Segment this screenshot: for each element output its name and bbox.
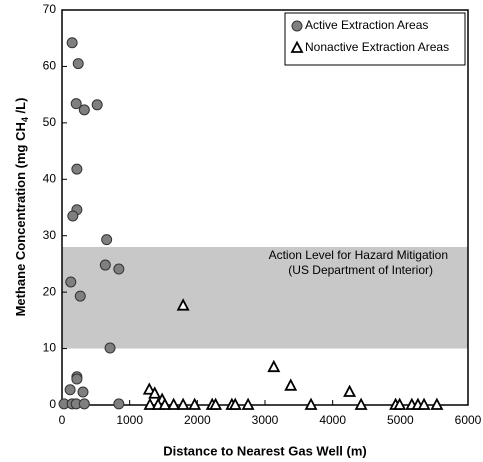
point (65, 276, 77, 288)
x-tick-label: 0 (59, 413, 66, 427)
point (167, 397, 181, 410)
point (74, 290, 86, 302)
point (101, 234, 113, 246)
point (70, 98, 82, 110)
point (78, 398, 90, 410)
y-tick-label: 30 (43, 228, 57, 242)
point (142, 382, 156, 395)
point (64, 384, 76, 396)
legend-label: Nonactive Extraction Areas (305, 40, 449, 54)
point (72, 58, 84, 70)
x-axis-label: Distance to Nearest Gas Well (m) (163, 443, 367, 458)
point (91, 99, 103, 111)
point (304, 397, 318, 410)
y-label-end: /L) (13, 98, 28, 118)
y-tick-label: 20 (43, 284, 57, 298)
y-tick-label: 40 (43, 171, 57, 185)
action-band (62, 247, 468, 349)
point (343, 384, 357, 397)
point (67, 210, 79, 222)
point (241, 397, 255, 410)
point (148, 386, 162, 399)
band-label: Action Level for Hazard Mitigation (269, 248, 448, 262)
legend-label: Active Extraction Areas (305, 18, 428, 32)
x-tick-label: 3000 (252, 413, 279, 427)
point (430, 397, 444, 410)
point (71, 163, 83, 175)
point (71, 373, 83, 385)
y-label-sub: 4 (20, 117, 30, 122)
y-tick-label: 70 (43, 2, 57, 16)
legend-marker (290, 40, 304, 53)
legend-box (284, 12, 466, 66)
point (228, 397, 242, 410)
point (104, 342, 116, 354)
point (176, 298, 190, 311)
point (78, 104, 90, 116)
point (143, 397, 157, 410)
x-tick-label: 2000 (184, 413, 211, 427)
y-tick-label: 50 (43, 115, 57, 129)
y-tick-label: 60 (43, 59, 57, 73)
point (99, 259, 111, 271)
x-tick-label: 1000 (116, 413, 143, 427)
y-tick-label: 10 (43, 341, 57, 355)
x-tick-label: 6000 (455, 413, 482, 427)
point (267, 359, 281, 373)
x-tick-label: 4000 (319, 413, 346, 427)
legend-marker (291, 20, 303, 32)
y-axis-label: Methane Concentration (mg CH4 /L) (13, 98, 30, 317)
point (77, 386, 89, 398)
point (188, 397, 202, 410)
point (176, 397, 190, 410)
point (284, 378, 298, 391)
y-label-main: Methane Concentration (mg CH (13, 122, 28, 316)
point (113, 398, 125, 410)
point (66, 37, 78, 49)
y-tick-label: 0 (49, 397, 56, 411)
point (209, 397, 223, 410)
point (354, 397, 368, 410)
band-label: (US Department of Interior) (288, 263, 433, 277)
x-tick-label: 5000 (387, 413, 414, 427)
point (113, 263, 125, 275)
point (393, 397, 407, 410)
point (417, 397, 431, 410)
point (158, 397, 172, 410)
